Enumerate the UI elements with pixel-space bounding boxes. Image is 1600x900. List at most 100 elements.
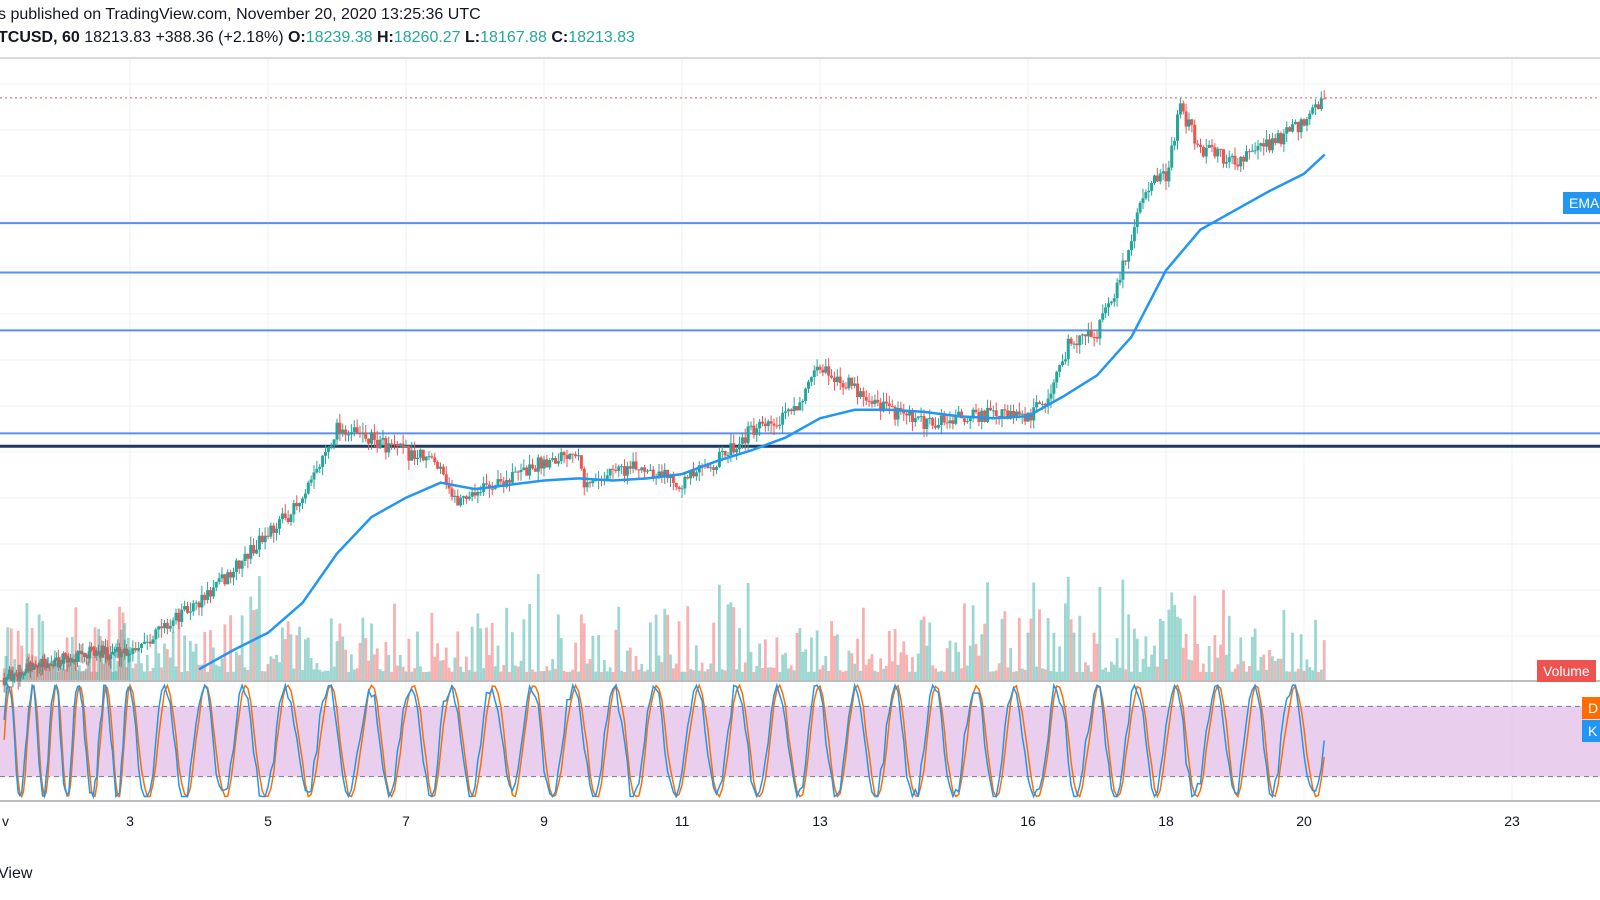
candle-body	[49, 664, 53, 666]
volume-bar	[372, 654, 376, 680]
candle-body	[473, 492, 477, 496]
candle-body	[1104, 307, 1108, 314]
candle-body	[1201, 146, 1205, 157]
candle-body	[1253, 150, 1257, 152]
volume-bar	[56, 671, 60, 680]
candle-body	[781, 412, 785, 425]
candle-body	[763, 423, 767, 427]
volume-bar	[769, 667, 773, 680]
volume-bar	[994, 670, 998, 680]
candle-body	[893, 406, 897, 420]
volume-bar	[410, 671, 414, 680]
candle-body	[815, 366, 819, 371]
volume-bar	[617, 606, 621, 680]
volume-bar	[887, 630, 891, 680]
candle-body	[6, 676, 10, 680]
candle-body	[1285, 127, 1289, 134]
candle-body	[625, 466, 629, 476]
ohlc-legend: TCUSD, 60 18213.83 +388.36 (+2.18%) O:18…	[0, 29, 635, 47]
volume-bar	[1187, 659, 1191, 680]
candle-body	[1023, 413, 1027, 422]
volume-bar	[1193, 595, 1197, 680]
volume-bar	[487, 654, 491, 680]
volume-bar	[778, 671, 782, 680]
candle-body	[151, 639, 155, 644]
volume-bar	[1069, 619, 1073, 680]
candle-body	[931, 418, 935, 426]
volume-bar	[1322, 640, 1326, 680]
volume-bar	[168, 657, 172, 680]
volume-bar	[1029, 618, 1033, 680]
volume-bar	[1282, 609, 1286, 680]
volume-bar	[125, 667, 128, 680]
volume-bar	[1262, 654, 1266, 680]
volume-bar	[1230, 671, 1234, 680]
candle-body	[1299, 119, 1303, 133]
volume-bar	[663, 608, 667, 680]
candle-body	[853, 383, 857, 386]
volume-bar	[977, 655, 981, 680]
candle-body	[39, 663, 43, 668]
volume-bar	[1314, 619, 1317, 680]
open-value: 18239.38	[305, 29, 373, 46]
volume-bar	[1296, 668, 1300, 680]
candle-body	[60, 659, 64, 664]
candle-body	[269, 525, 273, 537]
volume-bar	[1040, 668, 1044, 680]
volume-bar	[809, 637, 813, 680]
volume-bar	[439, 660, 442, 680]
candle-body	[551, 458, 555, 461]
candle-body	[1256, 145, 1260, 151]
candle-body	[255, 549, 258, 554]
volume-bar	[542, 671, 546, 680]
candle-body	[145, 641, 149, 643]
volume-bar	[1118, 667, 1122, 680]
volume-bar	[490, 622, 494, 680]
volume-bar	[1127, 614, 1131, 680]
candle-body	[384, 438, 388, 453]
candle-body	[2, 677, 6, 686]
volume-bar	[16, 630, 20, 680]
candle-body	[1147, 190, 1151, 193]
volume-bar	[1227, 615, 1231, 680]
volume-bar	[720, 669, 724, 680]
candle-body	[1072, 343, 1076, 345]
candle-body	[211, 587, 215, 597]
volume-bar	[669, 654, 672, 680]
volume-bar	[1299, 634, 1303, 680]
candle-body	[186, 606, 189, 613]
volume-bar	[163, 643, 166, 680]
candle-body	[93, 649, 97, 656]
volume-bar	[864, 664, 868, 680]
candle-body	[766, 421, 770, 427]
volume-bar	[444, 647, 448, 680]
candle-body	[1107, 303, 1110, 308]
candle-body	[1207, 145, 1211, 148]
volume-bar	[565, 671, 569, 680]
volume-bar	[1302, 670, 1306, 680]
candle-body	[556, 461, 560, 464]
volume-bar	[945, 648, 949, 680]
candle-body	[318, 466, 322, 469]
volume-bar	[1161, 620, 1165, 680]
candle-body	[945, 422, 949, 424]
volume-bar	[893, 628, 897, 680]
candle-body	[1204, 147, 1208, 157]
candle-body	[243, 553, 247, 562]
candle-body	[65, 655, 69, 663]
volume-bar	[154, 639, 158, 680]
volume-bar	[974, 644, 978, 680]
volume-bar	[997, 663, 1001, 680]
candle-body	[444, 474, 448, 485]
volume-bar	[1092, 632, 1096, 680]
volume-bar	[329, 618, 333, 680]
volume-bar	[413, 668, 417, 680]
candle-body	[206, 590, 210, 600]
candle-body	[303, 493, 307, 499]
volume-bar	[86, 661, 90, 680]
volume-bar	[79, 671, 83, 680]
candle-body	[395, 444, 399, 447]
candle-body	[1319, 98, 1323, 110]
candle-body	[109, 654, 113, 660]
